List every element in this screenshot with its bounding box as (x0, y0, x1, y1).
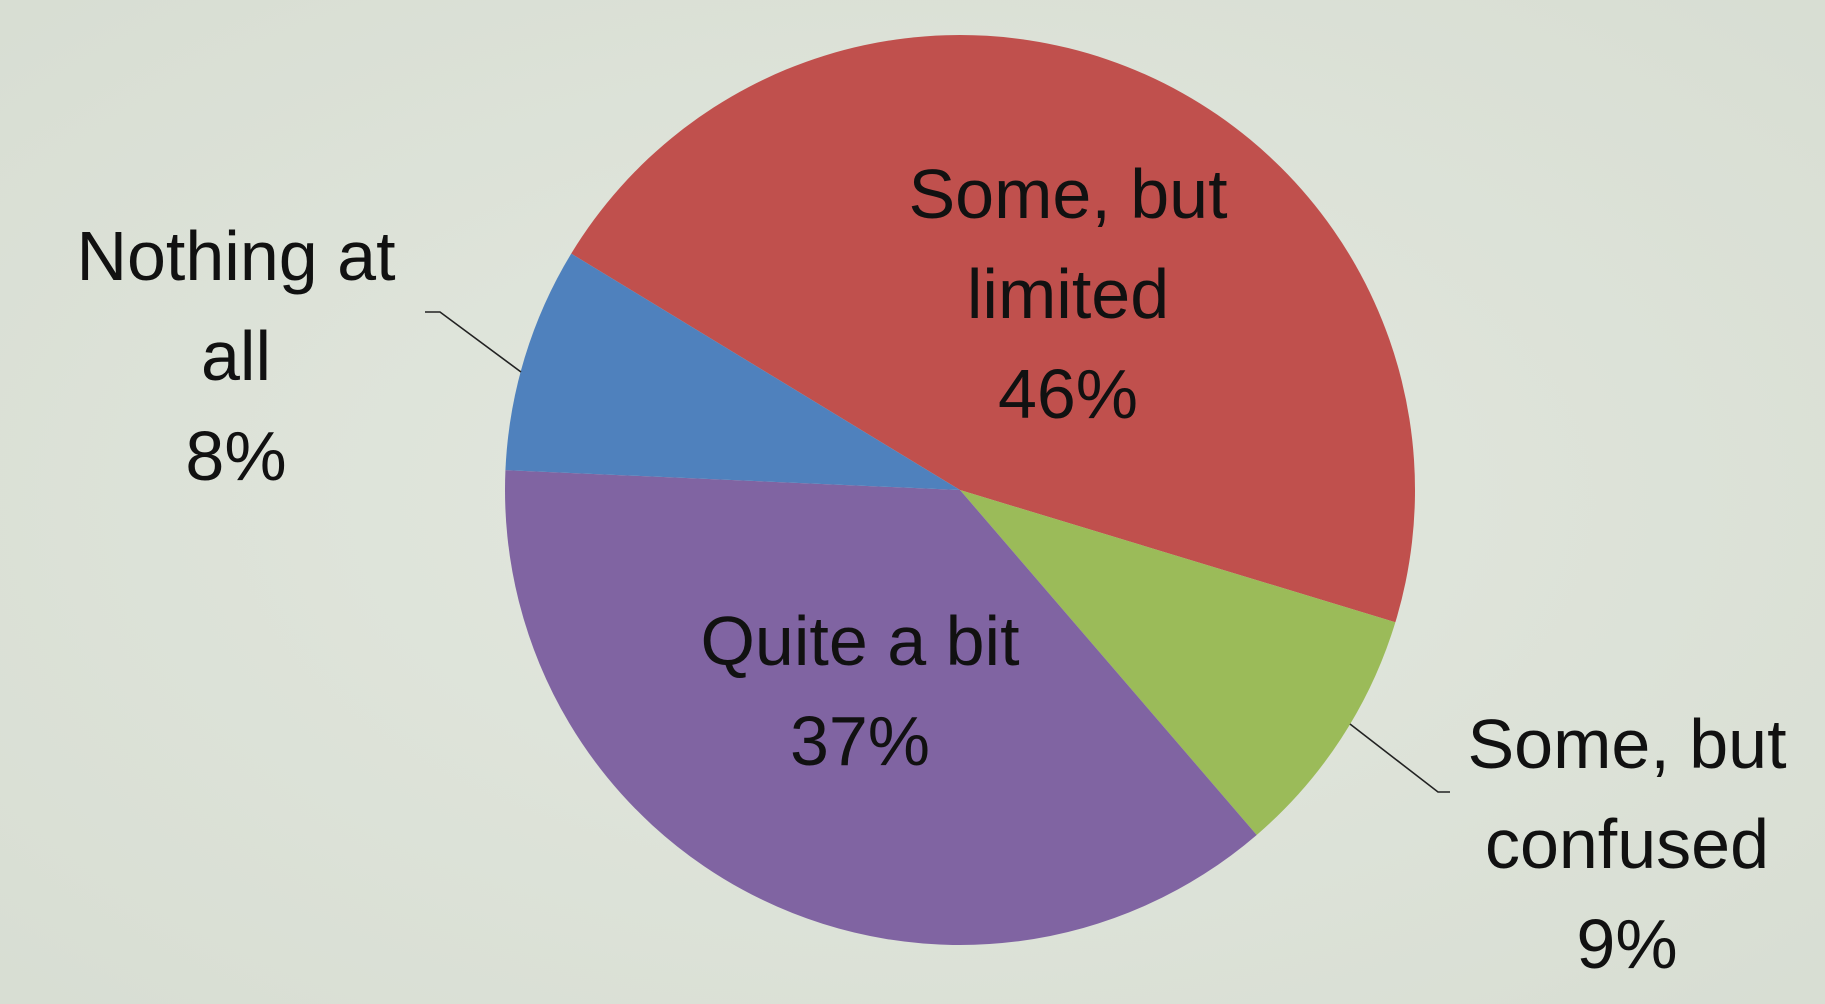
leader-line-nothing-at-all (425, 311, 522, 373)
slice-some-but-limited (571, 34, 1416, 623)
label-some-but-confused: Some, but confused 9% (1467, 705, 1786, 983)
label-nothing-at-all: Nothing at all 8% (76, 217, 395, 495)
slice-quite-a-bit (504, 470, 1257, 946)
label-quite-a-bit: Quite a bit 37% (700, 602, 1019, 780)
slice-some-but-confused (960, 490, 1396, 835)
slice-nothing-at-all (505, 253, 960, 490)
leader-line-some-but-confused (1349, 723, 1450, 793)
label-some-but-limited: Some, but limited 46% (908, 155, 1227, 433)
